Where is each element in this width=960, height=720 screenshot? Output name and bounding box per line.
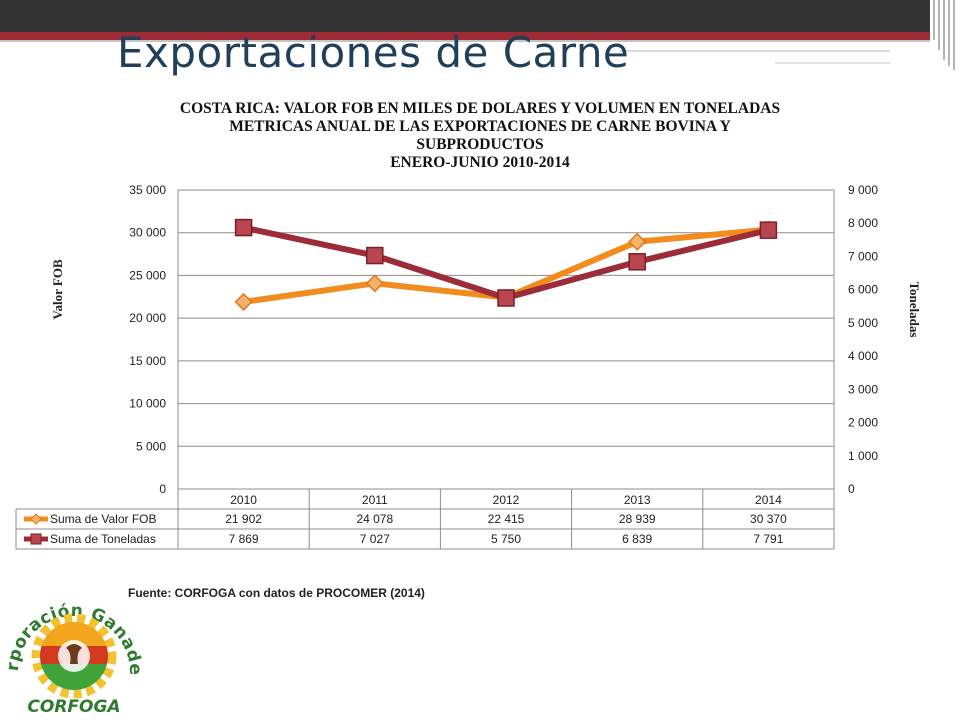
y-left-tick-label: 35 000 xyxy=(129,183,166,197)
table-data-label: 7 869 xyxy=(229,532,259,546)
x-category-label: 2010 xyxy=(230,493,257,507)
legend-key-marker xyxy=(30,533,42,545)
chart-title-line-3: SUBPRODUCTOS xyxy=(416,136,544,153)
title-underline xyxy=(620,50,890,52)
logo-bottom-text: CORFOGA xyxy=(27,697,120,717)
y-right-tick-label: 5 000 xyxy=(848,316,878,330)
chart-title-line-1: COSTA RICA: VALOR FOB EN MILES DE DOLARE… xyxy=(179,100,781,117)
data-point-toneladas xyxy=(234,218,253,237)
y-left-tick-label: 25 000 xyxy=(129,268,166,282)
chart-title: COSTA RICA: VALOR FOB EN MILES DE DOLARE… xyxy=(100,100,860,172)
slide-title: Exportaciones de Carne xyxy=(117,28,630,77)
x-category-label: 2011 xyxy=(362,493,388,507)
data-point-toneladas xyxy=(628,253,646,271)
y-right-tick-label: 9 000 xyxy=(848,183,878,197)
table-data-label: 7 791 xyxy=(753,532,783,546)
source-note: Fuente: CORFOGA con datos de PROCOMER (2… xyxy=(128,586,425,600)
x-category-label: 2012 xyxy=(493,493,520,507)
legend-series-name: Suma de Toneladas xyxy=(50,532,156,546)
table-data-label: 28 939 xyxy=(619,512,656,526)
y-right-tick-label: 1 000 xyxy=(848,449,878,463)
accent-band xyxy=(0,32,930,40)
y-left-tick-label: 15 000 xyxy=(129,354,166,368)
chart-title-line-2: METRICAS ANUAL DE LAS EXPORTACIONES DE C… xyxy=(229,118,731,135)
corfoga-logo: Corporación Ganadera CORFOGA xyxy=(4,578,144,717)
table-data-label: 5 750 xyxy=(491,532,521,546)
y-left-tick-label: 20 000 xyxy=(129,311,166,325)
x-category-label: 2014 xyxy=(755,493,782,507)
y-right-tick-label: 0 xyxy=(848,482,855,496)
data-point-valor-fob xyxy=(628,232,647,251)
gear-icon xyxy=(31,613,117,699)
decorative-lines xyxy=(930,0,960,70)
table-data-label: 24 078 xyxy=(356,512,393,526)
top-bar xyxy=(0,0,960,32)
y-left-axis-title: Valor FOB xyxy=(50,259,65,320)
table-data-label: 7 027 xyxy=(360,532,390,546)
y-right-tick-label: 8 000 xyxy=(848,216,878,230)
data-point-toneladas xyxy=(366,246,384,265)
y-right-tick-label: 2 000 xyxy=(848,416,878,430)
y-left-tick-label: 5 000 xyxy=(136,439,166,453)
table-data-label: 22 415 xyxy=(488,512,525,526)
legend-series-name: Suma de Valor FOB xyxy=(50,512,157,526)
legend-key-marker xyxy=(30,513,42,525)
y-left-tick-label: 30 000 xyxy=(129,226,166,240)
y-right-tick-label: 4 000 xyxy=(848,349,878,363)
title-underline-short xyxy=(775,62,890,64)
chart-title-line-4: ENERO-JUNIO 2010-2014 xyxy=(390,154,570,171)
y-right-tick-label: 6 000 xyxy=(848,283,878,297)
data-point-valor-fob xyxy=(365,274,384,293)
y-right-tick-label: 7 000 xyxy=(848,249,878,263)
data-point-toneladas xyxy=(497,289,515,307)
y-left-tick-label: 0 xyxy=(159,482,166,496)
y-left-tick-label: 10 000 xyxy=(129,397,166,411)
data-point-valor-fob xyxy=(234,292,253,311)
y-right-axis-title: Toneladas xyxy=(907,282,922,338)
table-data-label: 30 370 xyxy=(750,512,787,526)
data-point-toneladas xyxy=(759,221,778,239)
table-data-label: 21 902 xyxy=(225,512,262,526)
y-right-tick-label: 3 000 xyxy=(848,382,878,396)
x-category-label: 2013 xyxy=(624,493,651,507)
table-data-label: 6 839 xyxy=(622,532,652,546)
accent-band-line xyxy=(0,40,930,42)
